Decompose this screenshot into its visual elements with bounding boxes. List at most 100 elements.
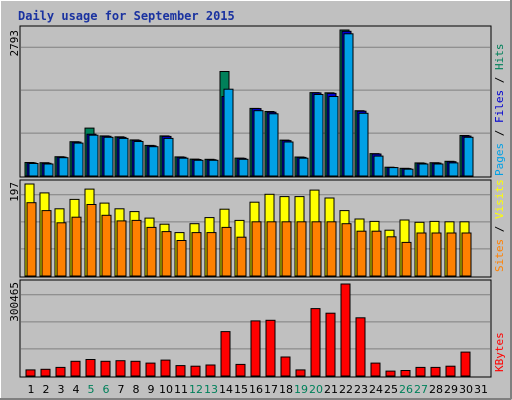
bar-kbytes-day-5 <box>85 359 96 377</box>
bar-sites-day-5 <box>86 204 97 277</box>
bar-kbytes-day-3 <box>55 366 66 377</box>
bar-kbytes-day-7 <box>115 360 126 377</box>
bar-pages-day-28 <box>433 163 444 177</box>
bar-sites-day-26 <box>401 241 412 277</box>
ymax-label-hits: 2793 <box>8 30 21 57</box>
bar-pages-day-29 <box>448 162 459 177</box>
bar-kbytes-day-11 <box>175 365 186 377</box>
bar-pages-day-27 <box>418 163 429 177</box>
day-label-25: 25 <box>384 383 398 396</box>
bar-kbytes-day-25 <box>385 370 396 377</box>
bar-kbytes-day-27 <box>415 366 426 377</box>
bar-kbytes-day-6 <box>100 360 111 377</box>
svg-text:Sites / Visits: Sites / Visits <box>493 179 506 272</box>
day-label-16: 16 <box>249 383 263 396</box>
bar-sites-day-7 <box>116 220 127 277</box>
bar-kbytes-day-24 <box>370 362 381 377</box>
bar-sites-day-12 <box>191 232 202 277</box>
day-label-18: 18 <box>279 383 293 396</box>
legend-hits-label: Hits <box>493 44 506 71</box>
legend-visits-label: Visits <box>493 179 506 219</box>
bar-kbytes-day-28 <box>430 366 441 377</box>
bar-sites-day-20 <box>311 221 322 277</box>
bar-kbytes-day-12 <box>190 365 201 377</box>
bar-sites-day-17 <box>266 221 277 277</box>
bar-kbytes-day-4 <box>70 360 81 377</box>
bar-kbytes-day-22 <box>340 283 351 377</box>
bar-pages-day-5 <box>88 134 99 177</box>
day-label-6: 6 <box>103 383 110 396</box>
day-label-7: 7 <box>118 383 125 396</box>
day-label-19: 19 <box>294 383 308 396</box>
bar-pages-day-18 <box>283 141 294 177</box>
bar-pages-day-16 <box>253 110 264 177</box>
bar-sites-day-19 <box>296 221 307 277</box>
bar-sites-day-11 <box>176 240 187 277</box>
day-label-3: 3 <box>58 383 65 396</box>
day-label-4: 4 <box>73 383 80 396</box>
day-label-5: 5 <box>88 383 95 396</box>
bar-kbytes-day-29 <box>445 365 456 377</box>
day-label-23: 23 <box>354 383 368 396</box>
bar-sites-day-6 <box>101 214 112 277</box>
bar-pages-day-25 <box>388 167 399 177</box>
bar-kbytes-day-20 <box>310 308 321 377</box>
day-label-21: 21 <box>324 383 338 396</box>
bar-sites-day-21 <box>326 221 337 277</box>
bar-pages-day-22 <box>343 33 354 177</box>
bar-pages-day-13 <box>208 159 219 177</box>
bar-pages-day-4 <box>73 142 84 177</box>
bars-layer <box>24 29 474 377</box>
day-label-27: 27 <box>414 383 428 396</box>
day-label-1: 1 <box>28 383 35 396</box>
day-label-2: 2 <box>43 383 50 396</box>
bar-kbytes-day-30 <box>460 351 471 377</box>
bar-pages-day-6 <box>103 136 114 177</box>
bar-kbytes-day-10 <box>160 359 171 377</box>
bar-pages-day-26 <box>403 168 414 177</box>
bar-sites-day-13 <box>206 232 217 277</box>
bar-kbytes-day-19 <box>295 369 306 377</box>
bar-pages-day-15 <box>238 158 249 177</box>
day-label-26: 26 <box>399 383 413 396</box>
day-label-17: 17 <box>264 383 278 396</box>
bar-sites-day-9 <box>146 226 157 277</box>
day-label-14: 14 <box>219 383 233 396</box>
day-label-8: 8 <box>133 383 140 396</box>
day-label-10: 10 <box>159 383 173 396</box>
legend-visits: Sites / Visits <box>493 179 506 272</box>
bar-pages-day-11 <box>178 157 189 177</box>
day-label-20: 20 <box>309 383 323 396</box>
bar-kbytes-day-13 <box>205 364 216 377</box>
bar-kbytes-day-21 <box>325 312 336 377</box>
chart-title: Daily usage for September 2015 <box>18 9 235 23</box>
bar-kbytes-day-2 <box>40 368 51 377</box>
bar-kbytes-day-23 <box>355 317 366 377</box>
bar-kbytes-day-15 <box>235 363 246 377</box>
bar-pages-day-12 <box>193 159 204 177</box>
svg-text:Pages / Files / Hits: Pages / Files / Hits <box>493 44 506 177</box>
bar-sites-day-4 <box>71 216 82 277</box>
bar-pages-day-19 <box>298 157 309 177</box>
bar-pages-day-10 <box>163 137 174 177</box>
bar-sites-day-16 <box>251 221 262 277</box>
day-label-9: 9 <box>148 383 155 396</box>
day-label-22: 22 <box>339 383 353 396</box>
bar-sites-day-28 <box>431 232 442 277</box>
legend-kbytes-label: KBytes <box>493 332 506 372</box>
svg-text:KBytes: KBytes <box>493 332 506 372</box>
legend-pages: Pages <box>493 143 506 176</box>
bar-pages-day-7 <box>118 137 129 177</box>
bar-pages-day-14 <box>223 88 234 177</box>
ymax-label-visits: 197 <box>8 182 21 202</box>
bar-kbytes-day-1 <box>25 369 36 377</box>
day-label-12: 12 <box>189 383 203 396</box>
x-axis-day-labels: 1 2 3 4 5 6 7 8 9 10 11 12 13 14 15 16 17 18 19 20 21 22 23 24 2… <box>28 383 489 396</box>
bar-kbytes-day-16 <box>250 320 261 377</box>
bar-pages-day-2 <box>43 163 54 177</box>
day-label-30: 30 <box>459 383 473 396</box>
day-label-31: 31 <box>474 383 488 396</box>
bar-pages-day-24 <box>373 155 384 177</box>
day-label-29: 29 <box>444 383 458 396</box>
